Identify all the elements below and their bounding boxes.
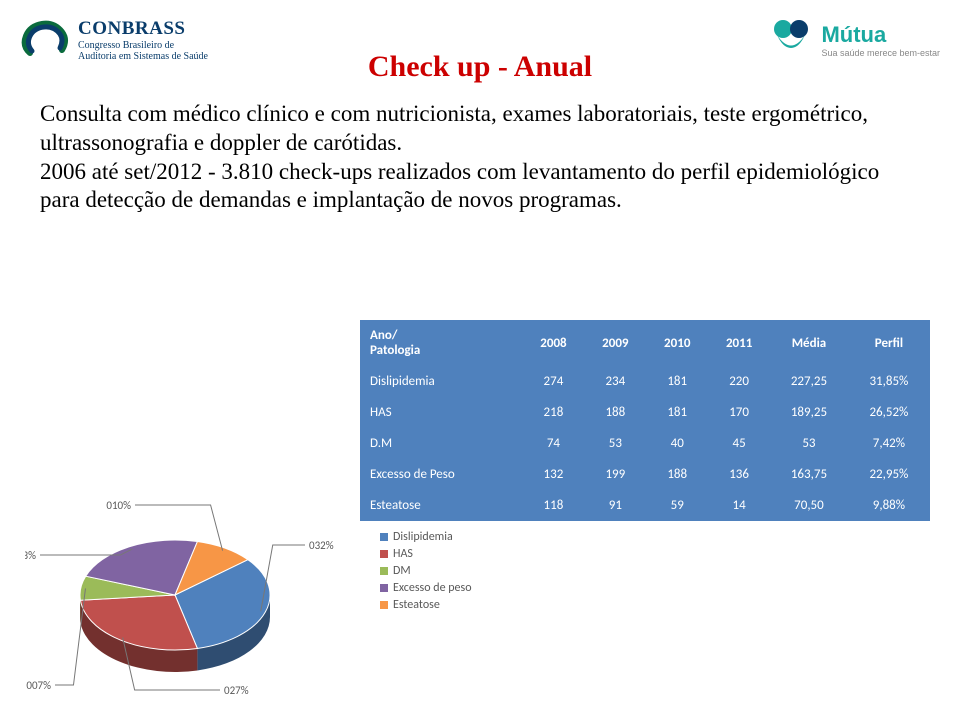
chart-legend: Dislipidemia HAS DM Excesso de peso Esteatos… [380, 530, 472, 615]
table-cell: 227,25 [770, 366, 848, 397]
pie-label: 010% [106, 499, 131, 512]
table-cell: 136 [708, 459, 770, 490]
epidemiology-table: Ano/Patologia2008200920102011MédiaPerfil… [360, 320, 930, 521]
table-cell: 14 [708, 490, 770, 521]
legend-item: Excesso de peso [380, 581, 472, 595]
table-cell: 188 [646, 459, 708, 490]
table-cell: 7,42% [848, 428, 930, 459]
table-cell: 9,88% [848, 490, 930, 521]
table-header-cell: Média [770, 320, 848, 366]
legend-item: Esteatose [380, 598, 472, 612]
legend-swatch [380, 550, 388, 558]
paragraph-2: 2006 até set/2012 - 3.810 check-ups real… [40, 159, 879, 213]
legend-label: DM [393, 564, 411, 578]
table-header-cell: 2010 [646, 320, 708, 366]
legend-item: DM [380, 564, 472, 578]
perfil-pie-chart: 032% 027% 007% 023% 010% [25, 485, 370, 695]
table-cell: 45 [708, 428, 770, 459]
table-cell: 74 [523, 428, 585, 459]
table-cell: 118 [523, 490, 585, 521]
table-cell: 274 [523, 366, 585, 397]
table-cell: Esteatose [360, 490, 523, 521]
table-header-cell: 2008 [523, 320, 585, 366]
pie-label: 032% [309, 539, 334, 552]
table-cell: 181 [646, 397, 708, 428]
table-cell: 218 [523, 397, 585, 428]
table-cell: 31,85% [848, 366, 930, 397]
table-cell: 189,25 [770, 397, 848, 428]
table-cell: 181 [646, 366, 708, 397]
table-row: HAS218188181170189,2526,52% [360, 397, 930, 428]
table-cell: 170 [708, 397, 770, 428]
table-row: Excesso de Peso132199188136163,7522,95% [360, 459, 930, 490]
table-cell: 91 [584, 490, 646, 521]
legend-item: HAS [380, 547, 472, 561]
table-header-cell: 2009 [584, 320, 646, 366]
pie-label: 027% [224, 684, 249, 695]
table-header-cell: 2011 [708, 320, 770, 366]
table-cell: HAS [360, 397, 523, 428]
table-cell: 40 [646, 428, 708, 459]
legend-swatch [380, 601, 388, 609]
table-cell: 53 [770, 428, 848, 459]
pie-label: 007% [26, 679, 51, 692]
table-cell: 26,52% [848, 397, 930, 428]
legend-label: Dislipidemia [393, 530, 453, 544]
table-cell: 53 [584, 428, 646, 459]
legend-swatch [380, 584, 388, 592]
table-cell: 199 [584, 459, 646, 490]
table-cell: 59 [646, 490, 708, 521]
mutua-title: Mútua [821, 22, 886, 48]
table-row: Esteatose11891591470,509,88% [360, 490, 930, 521]
table-cell: 188 [584, 397, 646, 428]
page-title: Check up - Anual [0, 50, 960, 84]
table-cell: D.M [360, 428, 523, 459]
body-paragraphs: Consulta com médico clínico e com nutric… [40, 100, 920, 215]
table-header-cell: Ano/Patologia [360, 320, 523, 366]
table-row: D.M74534045537,42% [360, 428, 930, 459]
legend-swatch [380, 567, 388, 575]
legend-label: Esteatose [393, 598, 440, 612]
table-cell: Excesso de Peso [360, 459, 523, 490]
table-cell: 70,50 [770, 490, 848, 521]
table-row: Dislipidemia274234181220227,2531,85% [360, 366, 930, 397]
conbrass-title: CONBRASS [78, 18, 208, 40]
table-cell: 163,75 [770, 459, 848, 490]
legend-swatch [380, 533, 388, 541]
legend-label: Excesso de peso [393, 581, 472, 595]
legend-label: HAS [393, 547, 413, 561]
table-cell: 220 [708, 366, 770, 397]
legend-item: Dislipidemia [380, 530, 472, 544]
paragraph-1: Consulta com médico clínico e com nutric… [40, 101, 868, 155]
pie-label: 023% [25, 549, 36, 562]
table-cell: 132 [523, 459, 585, 490]
table-cell: Dislipidemia [360, 366, 523, 397]
table-cell: 234 [584, 366, 646, 397]
table-header-cell: Perfil [848, 320, 930, 366]
table-cell: 22,95% [848, 459, 930, 490]
